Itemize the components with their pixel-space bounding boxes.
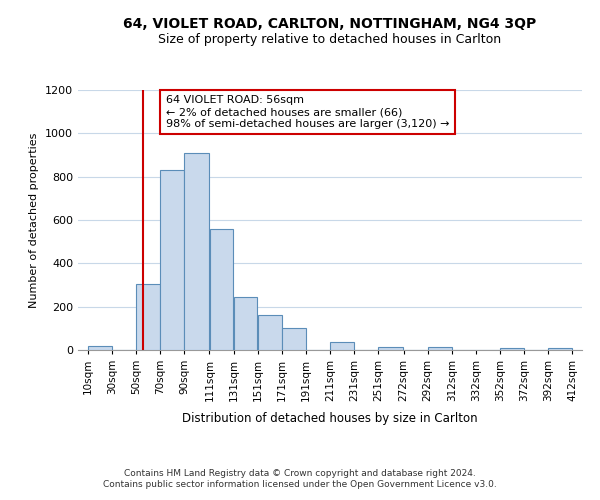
Text: Contains HM Land Registry data © Crown copyright and database right 2024.: Contains HM Land Registry data © Crown c…	[124, 468, 476, 477]
Text: 64, VIOLET ROAD, CARLTON, NOTTINGHAM, NG4 3QP: 64, VIOLET ROAD, CARLTON, NOTTINGHAM, NG…	[124, 18, 536, 32]
Bar	[234, 298, 257, 350]
X-axis label: Distribution of detached houses by size in Carlton: Distribution of detached houses by size …	[182, 412, 478, 426]
Bar	[500, 348, 524, 350]
Bar	[428, 347, 452, 350]
Bar	[136, 284, 160, 350]
Bar	[282, 328, 305, 350]
Bar	[88, 346, 112, 350]
Text: Size of property relative to detached houses in Carlton: Size of property relative to detached ho…	[158, 32, 502, 46]
Y-axis label: Number of detached properties: Number of detached properties	[29, 132, 40, 308]
Bar	[209, 228, 233, 350]
Bar	[160, 170, 184, 350]
Bar	[548, 348, 572, 350]
Bar	[258, 315, 281, 350]
Bar	[184, 153, 209, 350]
Text: Contains public sector information licensed under the Open Government Licence v3: Contains public sector information licen…	[103, 480, 497, 489]
Bar	[379, 347, 403, 350]
Bar	[330, 342, 354, 350]
Text: 64 VIOLET ROAD: 56sqm
← 2% of detached houses are smaller (66)
98% of semi-detac: 64 VIOLET ROAD: 56sqm ← 2% of detached h…	[166, 96, 449, 128]
